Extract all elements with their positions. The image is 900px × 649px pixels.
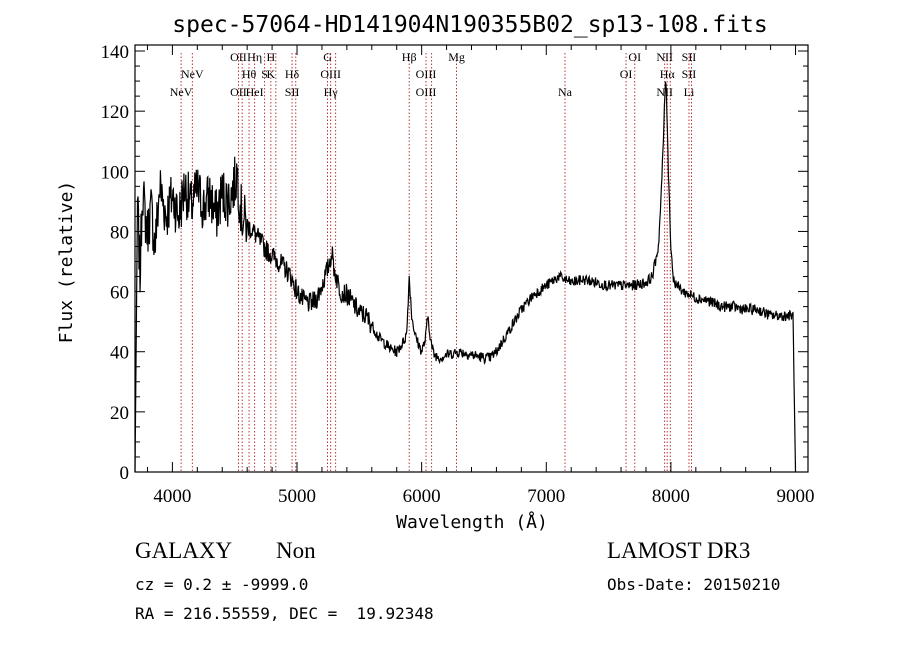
obs-date-line: Obs-Date: 20150210 [607, 575, 781, 594]
emission-line-labels: NeV NeV OII OII Hθ Hη HeI SHK Hδ SII G OIII Hγ Hβ OIII… [170, 50, 697, 99]
x-tick-label: 4000 [153, 486, 191, 507]
x-axis-label: Wavelength (Å) [396, 511, 548, 533]
object-subclass: Non [276, 538, 316, 563]
line-label: OI [628, 50, 641, 64]
line-label: Na [558, 85, 573, 99]
line-label: Hη [247, 50, 262, 64]
x-tick-label: 9000 [777, 486, 815, 507]
line-label: Hγ [324, 85, 339, 99]
plot-frame [134, 44, 809, 473]
line-label: S [261, 67, 268, 81]
line-label: Mg [448, 50, 465, 64]
line-label: Hβ [402, 50, 417, 64]
line-label: NII [656, 50, 673, 64]
line-label: OII [230, 85, 247, 99]
line-label: K [267, 67, 276, 81]
line-label: OIII [416, 85, 437, 99]
line-label: OI [620, 67, 633, 81]
object-class: GALAXY [135, 538, 233, 563]
y-tick-label: 60 [110, 283, 129, 304]
y-axis-ticks: 0 20 40 60 80 100 120 140 [101, 42, 808, 484]
line-label: Hδ [285, 67, 300, 81]
line-label: SII [682, 50, 697, 64]
x-axis-ticks: 4000 5000 6000 7000 8000 9000 [146, 45, 815, 507]
emission-line-markers [180, 53, 692, 472]
line-label: SII [682, 67, 697, 81]
y-tick-label: 0 [120, 463, 130, 484]
spectrum-line [134, 81, 797, 473]
line-label: Hθ [242, 67, 257, 81]
y-tick-label: 80 [110, 222, 129, 243]
y-tick-label: 100 [101, 162, 130, 183]
chart-title: spec-57064-HD141904N190355B02_sp13-108.f… [172, 12, 767, 38]
y-tick-label: 20 [110, 403, 129, 424]
line-label: Li [684, 85, 695, 99]
redshift-line: cz = 0.2 ± -9999.0 [135, 575, 309, 594]
x-tick-label: 7000 [527, 486, 565, 507]
y-tick-label: 120 [101, 102, 130, 123]
line-label: OIII [416, 67, 437, 81]
y-tick-label: 140 [101, 42, 130, 63]
line-label: OII [230, 50, 247, 64]
line-label: NeV [170, 85, 193, 99]
line-label: Hα [660, 67, 676, 81]
y-tick-label: 40 [110, 343, 129, 364]
x-tick-label: 6000 [403, 486, 441, 507]
line-label: G [323, 50, 332, 64]
x-tick-label: 5000 [278, 486, 316, 507]
y-axis-label: Flux (relative) [56, 181, 77, 344]
ra-dec-line: RA = 216.55559, DEC = 19.92348 [135, 604, 434, 623]
line-label: NeV [181, 67, 204, 81]
line-label: H [267, 50, 276, 64]
survey-name: LAMOST DR3 [607, 538, 751, 563]
line-label: SII [285, 85, 300, 99]
x-tick-label: 8000 [652, 486, 690, 507]
line-label: OIII [320, 67, 341, 81]
line-label: HeI [246, 85, 264, 99]
